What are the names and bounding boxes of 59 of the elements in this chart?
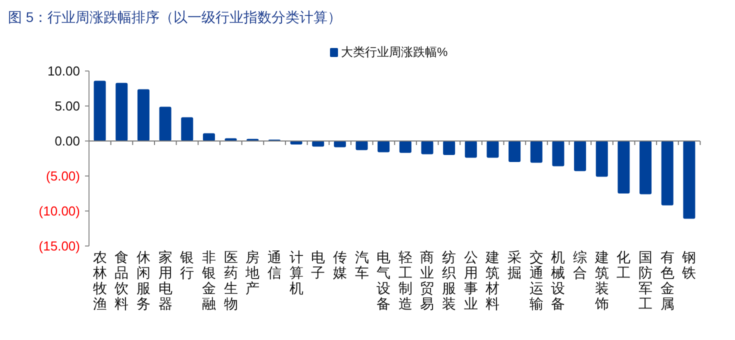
x-tick-label: 轻工制造 [398,249,412,312]
x-tick-label: 公用事业 [464,249,478,312]
bar [552,141,564,166]
bar [378,141,390,152]
bar [443,141,456,155]
x-tick-label: 医药生物 [224,249,238,312]
x-tick-label: 有色金属 [660,249,674,312]
bar [661,141,674,206]
bar [618,141,630,194]
x-tick-label: 非银金融 [200,249,216,312]
y-tick-label: (10.00) [38,204,80,219]
bar [137,89,150,141]
x-tick-label: 交通运输 [529,249,544,312]
x-tick-label: 家用电器 [158,249,172,312]
x-tick-label: 钢铁 [681,249,696,280]
bar [421,141,434,154]
bar [356,141,368,150]
x-tick-label: 商业贸易 [420,249,434,312]
x-tick-label: 银行 [179,249,194,280]
bar [116,82,128,141]
bar [464,141,477,158]
x-tick-label: 通信 [267,249,282,280]
x-tick-label: 国防军工 [638,249,653,312]
bar [508,141,521,162]
bar [640,141,652,194]
x-tick-label: 电子 [311,249,326,280]
x-tick-label: 计算机 [289,249,304,296]
x-tick-label: 汽车 [354,249,369,280]
x-tick-label: 综合 [573,249,588,280]
x-tick-label: 采掘 [508,249,522,280]
legend-label: 大类行业周涨跌幅% [341,45,448,59]
bar [334,141,346,148]
x-tick-label: 休闲服务 [136,249,150,312]
bar [181,117,194,141]
y-tick-label: (15.00) [38,238,80,254]
chart-title: 图 5：行业周涨跌幅排序（以一级行业指数分类计算） [8,9,342,25]
bar [530,141,542,163]
x-tick-label: 机械设备 [551,249,566,312]
x-tick-label: 建筑装饰 [594,249,609,312]
bar [202,133,215,141]
bar [94,80,106,141]
x-tick-label: 传媒 [332,249,347,280]
bar [399,141,412,153]
x-tick-label: 化工 [616,249,631,280]
y-tick-label: (5.00) [46,168,80,184]
bar [574,141,586,172]
y-tick-label: 0.00 [54,134,80,149]
x-tick-label: 电气设备 [376,249,391,312]
bar [486,141,499,158]
x-tick-label: 农林牧渔 [92,249,107,312]
y-tick-label: 5.00 [54,98,80,114]
x-tick-label: 房地产 [244,249,260,296]
bar [596,141,608,177]
x-tick-label: 纺织服装 [442,249,456,312]
bar [683,141,696,219]
x-tick-label: 建筑材料 [484,249,500,312]
x-tick-label: 食品饮料 [114,249,129,312]
bar [159,106,172,141]
y-tick-label: 10.00 [47,64,80,79]
